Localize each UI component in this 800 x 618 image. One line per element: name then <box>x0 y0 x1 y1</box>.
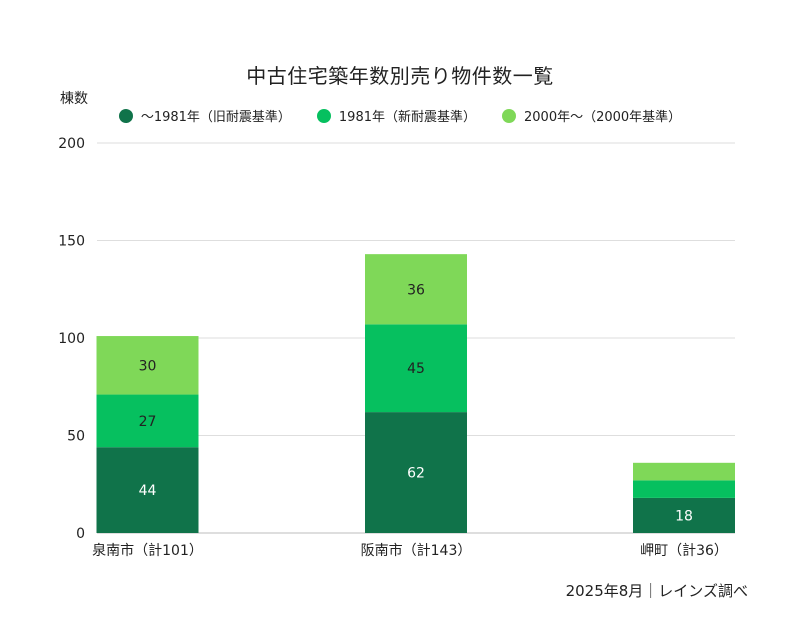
legend-swatch-new-standard <box>316 108 331 123</box>
y-axis-label: 棟数 <box>60 91 88 107</box>
bar-segment <box>633 462 735 481</box>
bar-segment <box>96 336 199 395</box>
data-label: 62 <box>407 466 425 482</box>
legend-swatch-2000-standard <box>502 108 516 123</box>
legend-label-new-standard: 1981年（新耐震基準） <box>338 110 476 125</box>
legend-label-old-standard: 〜1981年（旧耐震基準） <box>140 110 291 125</box>
y-tick-label: 200 <box>58 136 85 152</box>
data-label: 36 <box>407 282 425 298</box>
y-tick-label: 100 <box>58 331 85 347</box>
x-tick-label: 岬町（計36） <box>640 543 728 559</box>
legend-label-2000-standard: 2000年〜（2000年基準） <box>524 110 682 125</box>
y-tick-label: 150 <box>58 234 85 250</box>
legend: 〜1981年（旧耐震基準） 1981年（新耐震基準） 2000年〜（2000年基… <box>0 106 800 125</box>
y-tick-label: 50 <box>67 429 85 445</box>
bar-segment <box>365 254 467 325</box>
legend-swatch-old-standard <box>118 108 133 123</box>
legend-item-2000-standard: 2000年〜（2000年基準） <box>502 106 681 125</box>
bar-segment <box>633 480 735 498</box>
bar-segment <box>96 394 199 448</box>
bar-segment <box>96 447 199 533</box>
y-tick-label: 0 <box>76 526 85 542</box>
data-label: 30 <box>139 358 157 374</box>
data-label: 44 <box>139 483 157 499</box>
chart-title: 中古住宅築年数別売り物件数一覧 <box>246 64 554 88</box>
x-tick-label: 泉南市（計101） <box>92 542 203 559</box>
source-note: 2025年8月｜レインズ調べ <box>565 582 748 600</box>
bar-segment <box>365 412 467 533</box>
legend-item-new-standard: 1981年（新耐震基準） <box>316 106 476 125</box>
bar-segment <box>365 324 467 413</box>
data-label: 27 <box>139 414 157 430</box>
legend-item-old-standard: 〜1981年（旧耐震基準） <box>118 106 291 125</box>
bar-segment <box>633 497 735 533</box>
data-label: 45 <box>407 361 425 377</box>
data-label: 18 <box>675 508 693 524</box>
x-tick-label: 阪南市（計143） <box>361 542 472 559</box>
